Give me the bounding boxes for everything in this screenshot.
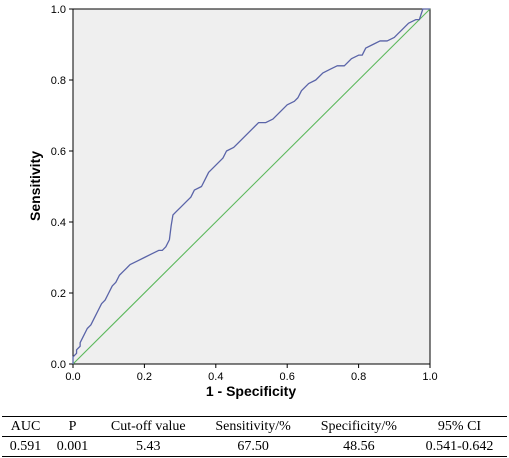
cell-sensitivity: 67.50	[237, 439, 269, 454]
y-axis: 0.0 0.2 0.4 0.6 0.8 1.0	[51, 4, 73, 371]
header-auc: AUC	[10, 419, 41, 434]
header-cutoff: Cut-off value	[110, 419, 186, 434]
header-p: P	[68, 419, 77, 434]
x-tick-label: 0.4	[208, 371, 223, 383]
x-tick-label: 0.8	[351, 371, 366, 383]
y-tick-label: 0.0	[51, 359, 66, 371]
y-tick-label: 0.8	[51, 75, 66, 87]
x-tick-label: 0.6	[280, 371, 295, 383]
x-axis-title: 1 - Specificity	[206, 383, 296, 399]
cell-p: 0.001	[56, 439, 89, 454]
reference-diagonal-line	[72, 8, 431, 365]
table-row: 0.591 0.001 5.43 67.50 48.56 0.541-0.642	[2, 437, 507, 457]
y-tick-label: 0.2	[51, 288, 66, 300]
table-header-row: AUC P Cut-off value Sensitivity/% Specif…	[2, 416, 507, 437]
x-tick-label: 0.2	[137, 371, 152, 383]
y-tick-label: 0.6	[51, 146, 66, 158]
cell-cutoff: 5.43	[136, 439, 161, 454]
header-ci: 95% CI	[437, 419, 482, 434]
x-tick-label: 0.0	[65, 371, 80, 383]
y-tick-label: 0.4	[51, 217, 66, 229]
series-layer	[72, 8, 431, 365]
y-tick-label: 1.0	[51, 4, 66, 16]
cell-ci: 0.541-0.642	[425, 439, 494, 454]
header-specificity: Specificity/%	[320, 419, 397, 434]
cell-auc: 0.591	[9, 439, 42, 454]
roc-chart: 0.0 0.2 0.4 0.6 0.8 1.0 0.0 0.2 0.4 0.6 0.8 1.0 1 …	[27, 4, 438, 399]
x-axis: 0.0 0.2 0.4 0.6 0.8 1.0	[65, 364, 438, 383]
cell-specificity: 48.56	[343, 439, 375, 454]
stats-table: AUC P Cut-off value Sensitivity/% Specif…	[2, 416, 507, 457]
roc-curve-line	[72, 8, 430, 364]
header-sensitivity: Sensitivity/%	[215, 419, 291, 434]
y-axis-title: Sensitivity	[27, 151, 43, 221]
x-tick-label: 1.0	[422, 371, 437, 383]
